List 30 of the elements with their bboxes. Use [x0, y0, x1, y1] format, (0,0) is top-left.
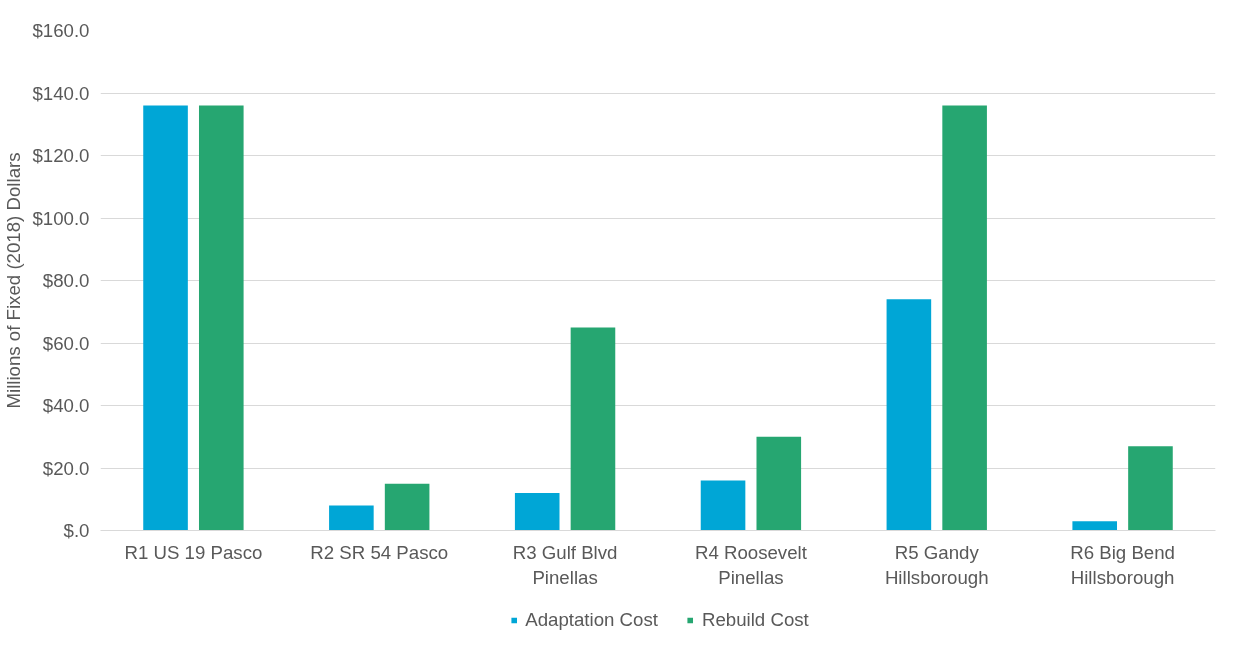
y-tick-label: $100.0 [32, 207, 90, 229]
x-tick-label: R1 US 19 Pasco [124, 541, 263, 563]
bar [1128, 446, 1173, 531]
legend-label: Adaptation Cost [525, 609, 658, 631]
y-tick-label: $80.0 [42, 270, 90, 291]
bar [886, 299, 932, 531]
y-tick-label: $20.0 [42, 457, 90, 479]
y-tick-label: $120.0 [32, 145, 90, 166]
bar [570, 327, 616, 531]
bar [198, 105, 244, 531]
y-tick-label: $40.0 [42, 395, 90, 416]
x-tick-label: R6 Big Bend Hillsborough [1070, 541, 1175, 588]
bar [329, 505, 374, 531]
x-tick-label: R3 Gulf Blvd Pinellas [512, 541, 618, 588]
x-tick-label: R4 Roosevelt Pinellas [694, 541, 808, 588]
bar [756, 436, 802, 531]
bar [514, 493, 560, 531]
bar [143, 105, 188, 531]
bar [1072, 521, 1118, 531]
x-tick-label: R5 Gandy Hillsborough [884, 541, 989, 588]
legend-label: Rebuild Cost [701, 609, 809, 631]
y-tick-label: $60.0 [42, 332, 90, 354]
bar [384, 483, 430, 531]
x-tick-label: R2 SR 54 Pasco [310, 541, 449, 563]
y-axis-title: Millions of Fixed (2018) Dollars [3, 152, 25, 409]
y-tick-label: $.0 [63, 520, 90, 541]
y-tick-label: $160.0 [32, 20, 90, 41]
bar [942, 105, 987, 531]
bar [700, 480, 746, 531]
y-tick-label: $140.0 [32, 82, 90, 104]
